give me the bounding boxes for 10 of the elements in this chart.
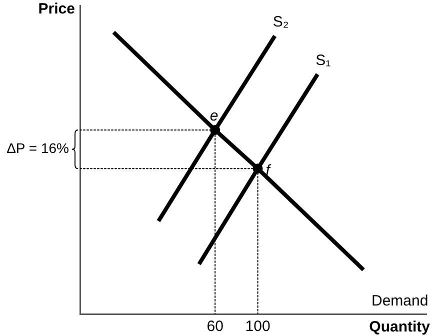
x-tick-label: 60 [206, 318, 224, 336]
series-label: S₁ [316, 52, 331, 69]
annotation: f [266, 162, 272, 179]
x-axis-title: Quantity [369, 318, 431, 336]
annotation: e [210, 108, 218, 125]
text: ΔP = 16% [6, 140, 69, 156]
x-tick-label: 100 [245, 318, 270, 336]
series-label: S₂ [272, 14, 289, 31]
y-axis-title: Price [38, 0, 75, 18]
series-label: Demand [372, 292, 428, 310]
